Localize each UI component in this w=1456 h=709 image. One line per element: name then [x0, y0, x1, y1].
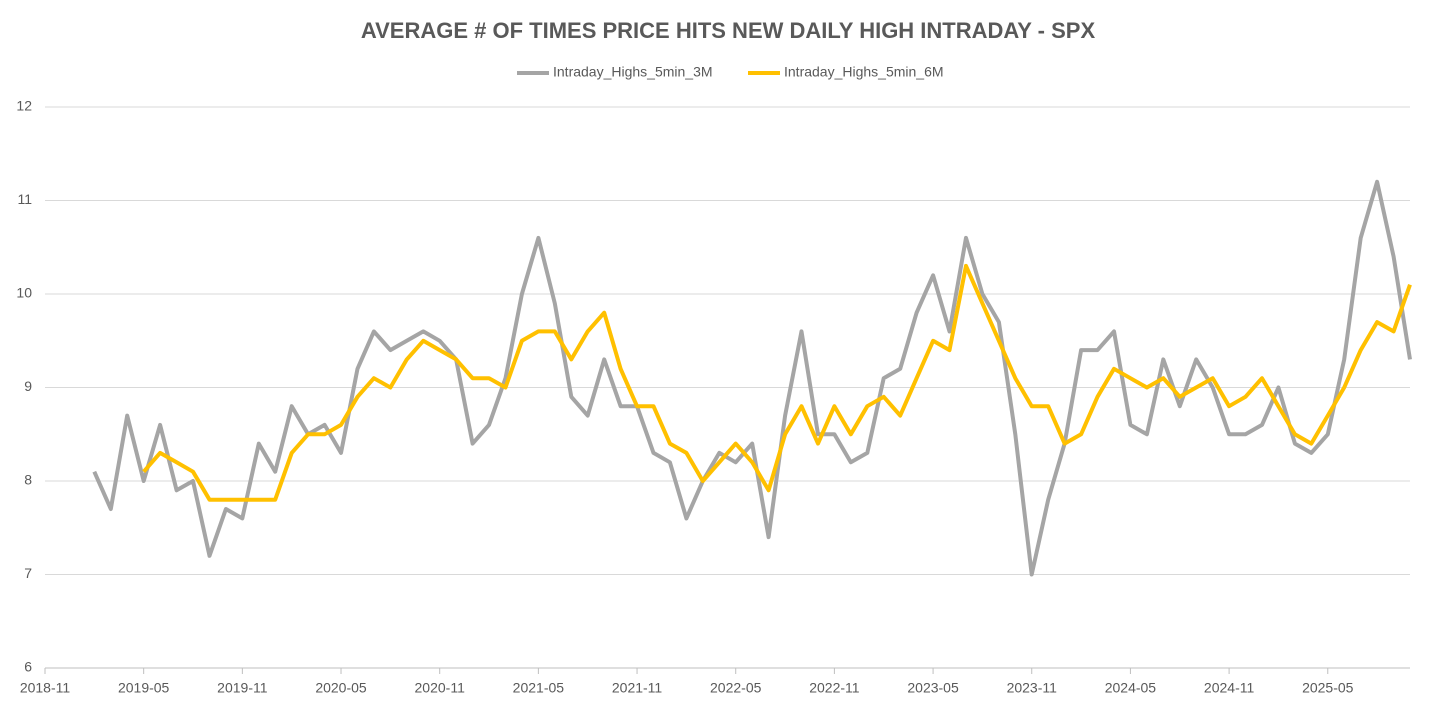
- legend-label: Intraday_Highs_5min_6M: [784, 64, 944, 80]
- x-tick-label: 2019-05: [118, 680, 170, 696]
- y-tick-label: 6: [24, 659, 32, 675]
- y-tick-label: 9: [24, 378, 32, 394]
- x-tick-label: 2024-11: [1204, 680, 1255, 696]
- x-tick-label: 2023-05: [907, 680, 959, 696]
- legend-label: Intraday_Highs_5min_3M: [553, 64, 713, 80]
- x-tick-label: 2018-11: [20, 680, 71, 696]
- x-tick-label: 2024-05: [1105, 680, 1157, 696]
- y-tick-label: 11: [17, 191, 32, 207]
- series-line: [142, 263, 1412, 502]
- x-tick-label: 2020-11: [415, 680, 466, 696]
- x-tick-label: 2022-05: [710, 680, 762, 696]
- chart-title: AVERAGE # OF TIMES PRICE HITS NEW DAILY …: [361, 18, 1096, 43]
- y-tick-label: 8: [24, 472, 32, 488]
- x-tick-label: 2023-11: [1007, 680, 1058, 696]
- y-tick-label: 7: [24, 565, 32, 581]
- x-tick-label: 2025-05: [1302, 680, 1354, 696]
- x-tick-label: 2021-05: [513, 680, 565, 696]
- x-tick-label: 2019-11: [217, 680, 268, 696]
- x-tick-label: 2020-05: [315, 680, 367, 696]
- series-line: [92, 179, 1412, 577]
- x-tick-label: 2021-11: [612, 680, 663, 696]
- y-tick-label: 12: [16, 98, 32, 114]
- y-tick-label: 10: [16, 285, 32, 301]
- x-tick-label: 2022-11: [809, 680, 860, 696]
